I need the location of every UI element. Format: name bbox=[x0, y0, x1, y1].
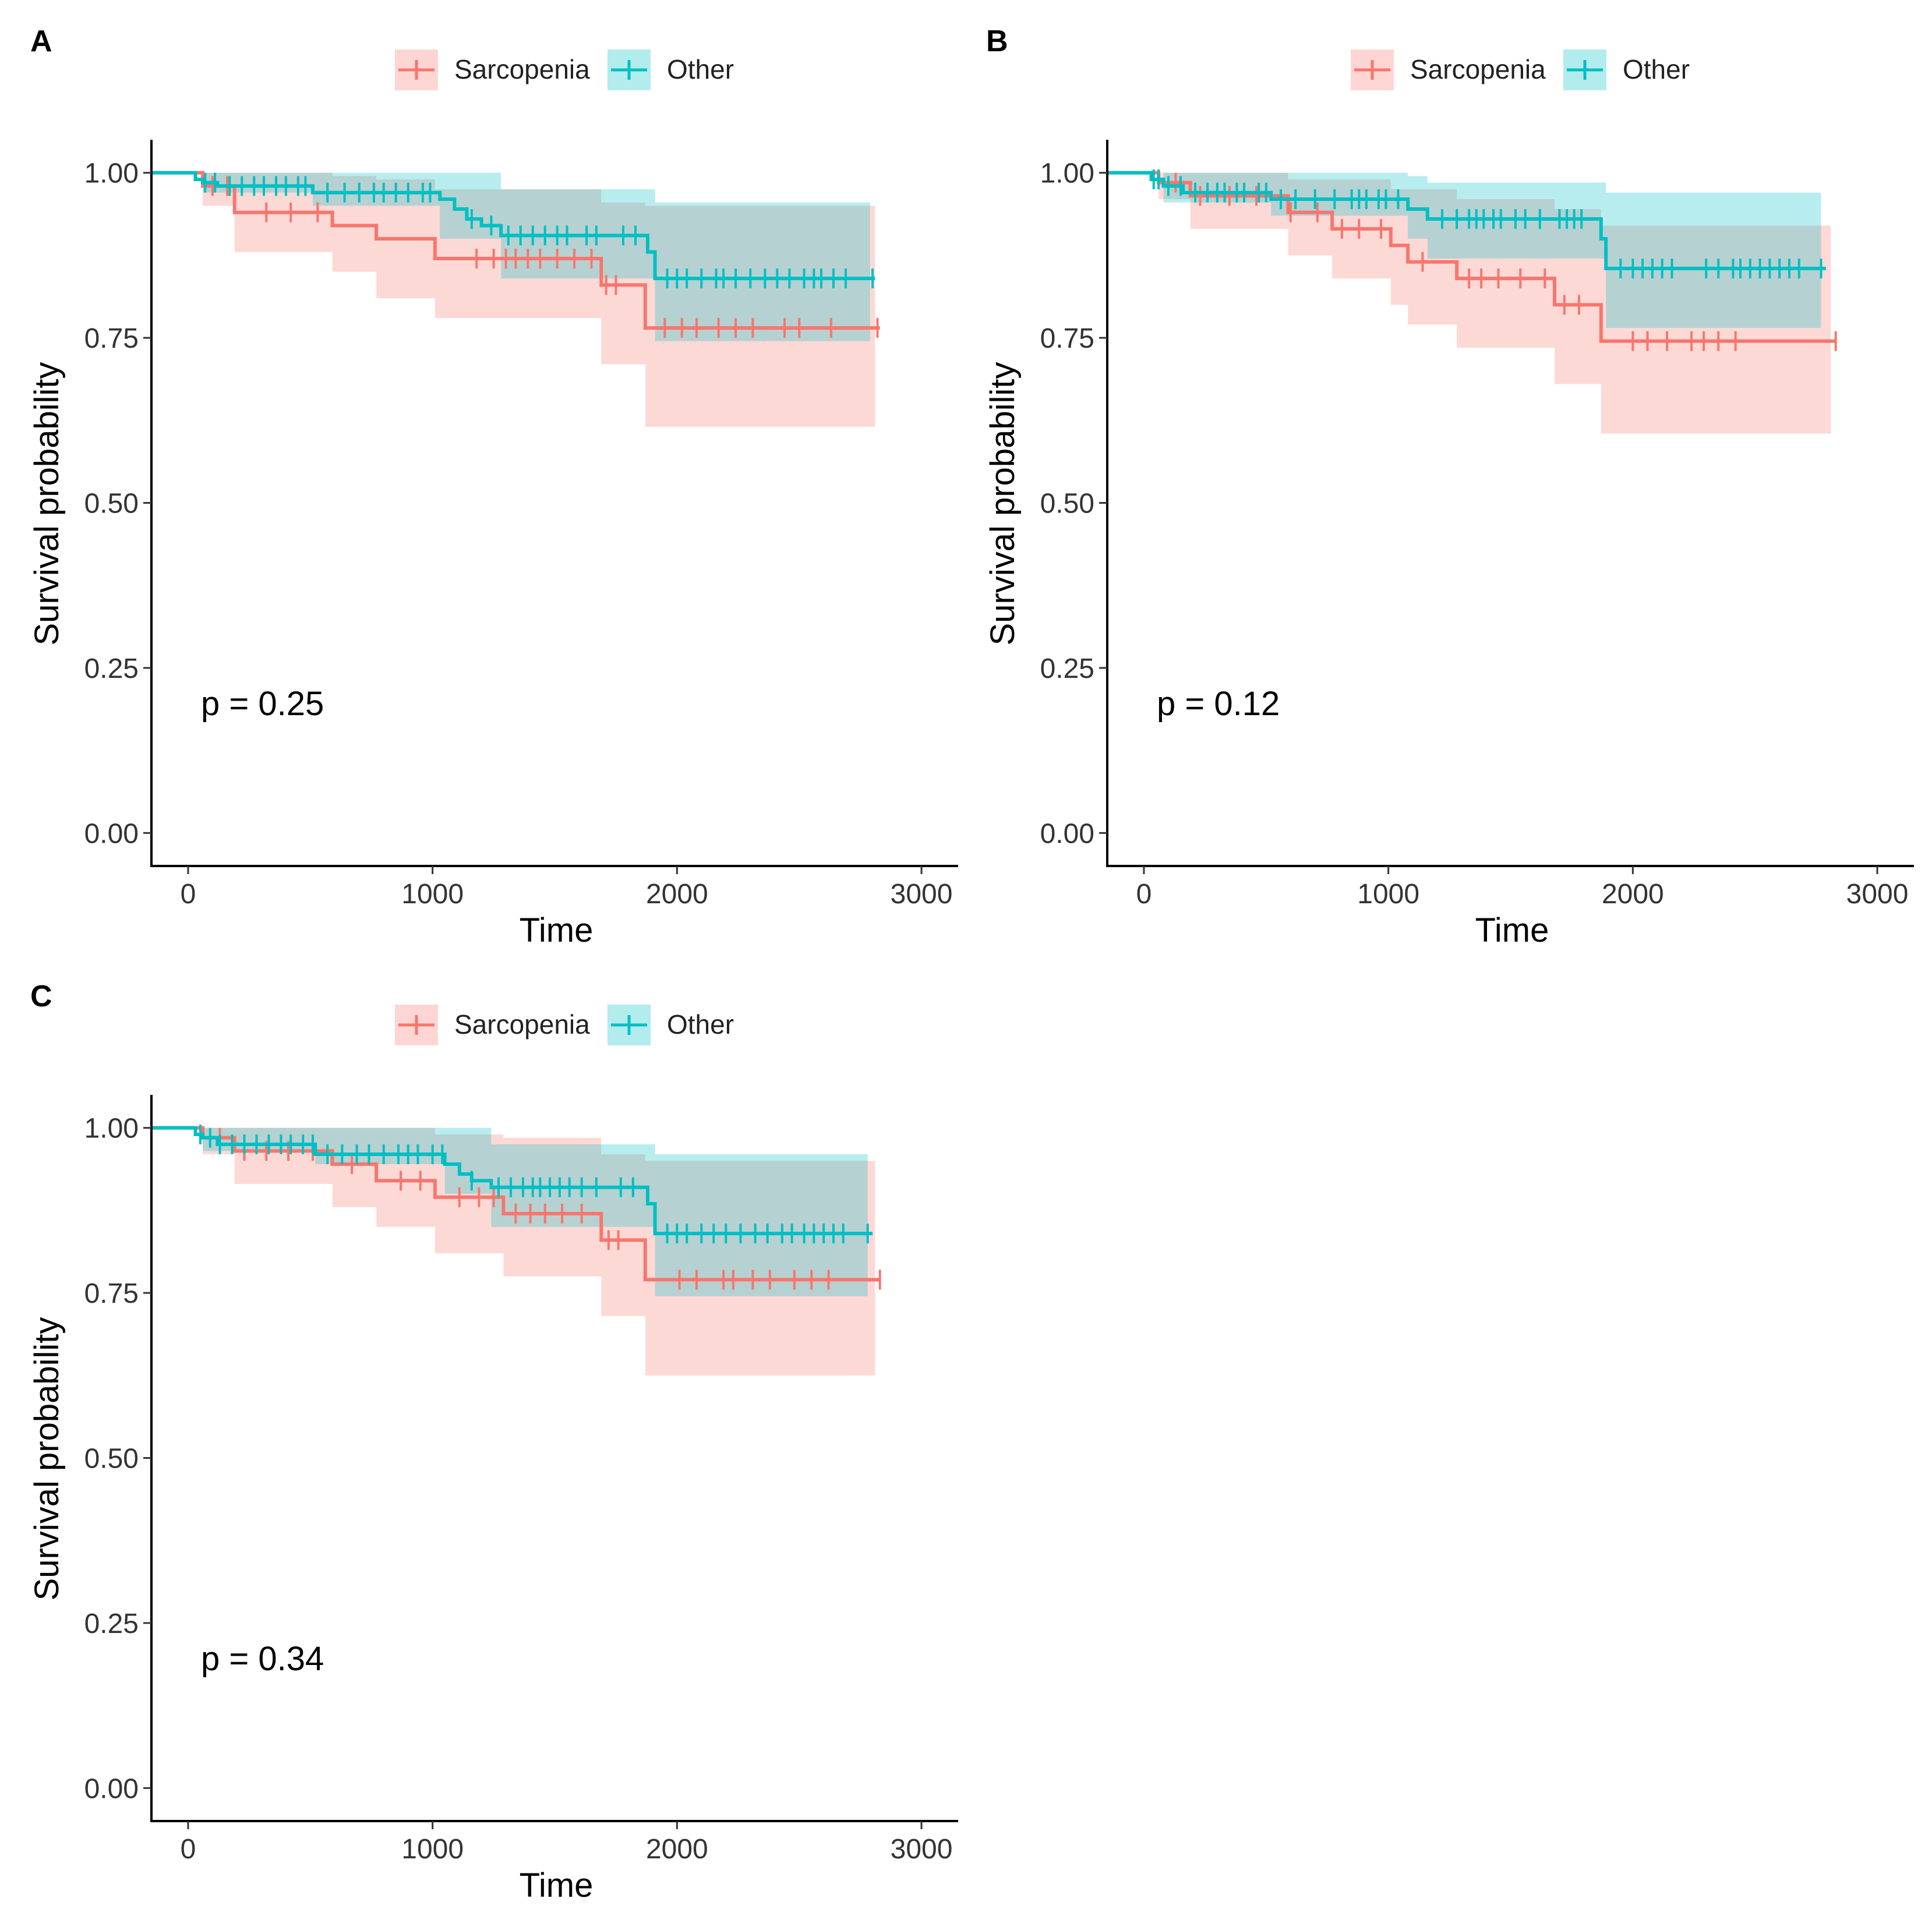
y-tick-label: 0.00 bbox=[84, 1773, 139, 1804]
ci-band-other bbox=[1107, 172, 1821, 328]
y-tick-label: 0.25 bbox=[84, 1608, 139, 1639]
x-tick-label: 2000 bbox=[646, 1834, 708, 1865]
x-tick-label: 1000 bbox=[1357, 879, 1419, 910]
x-tick-label: 2000 bbox=[646, 879, 708, 910]
legend-key-sarcopenia bbox=[395, 50, 438, 90]
panel-label: B bbox=[986, 24, 1008, 58]
y-tick-label: 1.00 bbox=[84, 1113, 139, 1144]
survival-curve-other bbox=[1107, 171, 1826, 271]
x-tick-label: 1000 bbox=[401, 1834, 464, 1865]
legend-key-other bbox=[1563, 50, 1606, 90]
x-tick-label: 3000 bbox=[1846, 879, 1909, 910]
ci-band-sarcopenia bbox=[151, 172, 875, 427]
x-tick-label: 1000 bbox=[401, 879, 464, 910]
x-axis-title: Time bbox=[1475, 911, 1549, 949]
panel-b: B Sarcopenia Other 0.00 0.25 0.50 0.75 1.00 0 100… bbox=[984, 24, 1914, 949]
p-value-annotation: p = 0.25 bbox=[201, 685, 324, 723]
y-tick-label: 1.00 bbox=[1040, 158, 1094, 189]
legend-label-sarcopenia: Sarcopenia bbox=[1410, 54, 1546, 84]
x-axis-title: Time bbox=[520, 911, 594, 949]
legend-label-other: Other bbox=[667, 54, 734, 84]
y-tick-label: 0.25 bbox=[1040, 653, 1094, 684]
x-tick-label: 3000 bbox=[891, 879, 953, 910]
y-tick-label: 0.50 bbox=[84, 489, 139, 519]
legend-label-other: Other bbox=[667, 1009, 734, 1040]
legend-key-other bbox=[607, 1005, 651, 1045]
legend-key-sarcopenia bbox=[1351, 50, 1394, 90]
legend-label-other: Other bbox=[1623, 54, 1690, 84]
x-tick-label: 3000 bbox=[891, 1834, 953, 1865]
survival-curve-other bbox=[151, 1126, 873, 1236]
y-tick-label: 0.75 bbox=[84, 1278, 139, 1309]
y-tick-label: 0.75 bbox=[1040, 323, 1094, 354]
y-tick-label: 0.00 bbox=[1040, 818, 1094, 849]
y-tick-label: 0.00 bbox=[84, 818, 139, 849]
y-tick-label: 0.75 bbox=[84, 323, 139, 354]
y-tick-label: 0.50 bbox=[84, 1444, 139, 1475]
legend-label-sarcopenia: Sarcopenia bbox=[454, 54, 590, 84]
x-tick-label: 0 bbox=[181, 1834, 196, 1865]
x-axis-title: Time bbox=[520, 1866, 594, 1904]
y-tick-label: 0.50 bbox=[1040, 489, 1094, 519]
panel-a: A Sarcopenia Other 0.00 0.25 0.50 0.75 1.00 0 100… bbox=[28, 24, 958, 949]
ci-band-sarcopenia bbox=[151, 1127, 875, 1376]
panel-label: A bbox=[30, 24, 52, 58]
y-axis-title: Survival probability bbox=[28, 362, 66, 646]
y-axis-title: Survival probability bbox=[28, 1317, 66, 1601]
panel-c: C Sarcopenia Other 0.00 0.25 0.50 0.75 1.00 0 100… bbox=[28, 980, 958, 1904]
legend-key-sarcopenia bbox=[395, 1005, 438, 1045]
ci-band-sarcopenia bbox=[1107, 172, 1831, 434]
survival-curve-sarcopenia bbox=[1107, 171, 1836, 343]
y-tick-label: 0.25 bbox=[84, 653, 139, 684]
x-tick-label: 0 bbox=[1136, 879, 1152, 910]
legend-key-other bbox=[607, 50, 651, 90]
p-value-annotation: p = 0.34 bbox=[201, 1640, 324, 1678]
survival-curve-other bbox=[151, 171, 875, 281]
p-value-annotation: p = 0.12 bbox=[1157, 685, 1280, 723]
panel-label: C bbox=[30, 980, 52, 1013]
y-tick-label: 1.00 bbox=[84, 158, 139, 189]
x-tick-label: 2000 bbox=[1602, 879, 1664, 910]
legend-label-sarcopenia: Sarcopenia bbox=[454, 1009, 590, 1040]
x-tick-label: 0 bbox=[181, 879, 196, 910]
y-axis-title: Survival probability bbox=[984, 362, 1022, 646]
